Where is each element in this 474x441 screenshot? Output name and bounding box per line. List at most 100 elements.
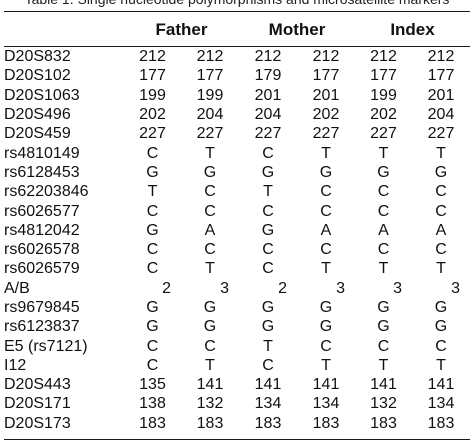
father-column-header: Father bbox=[155, 20, 208, 39]
allele-cell: C bbox=[204, 337, 216, 355]
allele-cell: T bbox=[321, 260, 331, 278]
table-row: rs6026577 C C C C C C bbox=[4, 201, 470, 220]
marker-name-cell: A/B bbox=[4, 279, 30, 297]
table-row: rs62203846 T C T C C C bbox=[4, 182, 470, 201]
marker-name-cell: rs6026577 bbox=[4, 202, 80, 220]
marker-name-cell: D20S173 bbox=[4, 414, 71, 432]
allele-cell: C bbox=[146, 202, 159, 220]
table-row: E5 (rs7121) C C T C C C bbox=[4, 336, 470, 355]
allele-cell: 199 bbox=[139, 86, 166, 104]
allele-cell: G bbox=[434, 299, 448, 316]
allele-cell: 212 bbox=[139, 48, 166, 66]
allele-cell: C bbox=[146, 144, 159, 162]
table-row: D20S832 212 212 212 212 212 212 bbox=[4, 47, 470, 66]
allele-cell: 132 bbox=[370, 395, 397, 413]
allele-cell: G bbox=[319, 318, 333, 336]
table-row: A/B 2 3 2 3 3 3 bbox=[4, 279, 470, 298]
allele-cell: 183 bbox=[254, 414, 282, 432]
allele-cell: 134 bbox=[312, 395, 340, 413]
allele-cell: 183 bbox=[312, 414, 340, 432]
table-row: D20S173 183 183 183 183 183 183 bbox=[4, 414, 470, 433]
allele-cell: C bbox=[435, 241, 447, 259]
allele-cell: T bbox=[147, 183, 158, 201]
marker-name-cell: I12 bbox=[4, 356, 27, 374]
allele-cell: 202 bbox=[370, 106, 397, 124]
allele-cell: 212 bbox=[427, 48, 455, 66]
table-row: rs4810149 C T C T T T bbox=[4, 143, 470, 162]
allele-cell: 177 bbox=[196, 67, 224, 85]
allele-cell: 177 bbox=[139, 67, 166, 85]
allele-cell: T bbox=[378, 356, 389, 374]
allele-cell: 132 bbox=[196, 395, 224, 413]
allele-cell: 141 bbox=[254, 376, 282, 394]
allele-cell: G bbox=[261, 318, 275, 336]
table-body: D20S832 212 212 212 212 212 212 D20S102 177 177 17… bbox=[4, 44, 470, 433]
allele-cell: C bbox=[262, 356, 274, 374]
allele-cell: C bbox=[377, 183, 390, 201]
allele-cell: A bbox=[320, 221, 332, 239]
allele-cell: C bbox=[262, 241, 274, 259]
allele-cell: 138 bbox=[139, 395, 166, 413]
allele-cell: 2 bbox=[278, 279, 287, 297]
allele-cell: G bbox=[203, 318, 217, 336]
allele-cell: C bbox=[377, 202, 390, 220]
allele-cell: 212 bbox=[312, 48, 340, 66]
allele-cell: 227 bbox=[196, 125, 224, 143]
allele-cell: 177 bbox=[370, 67, 397, 85]
allele-cell: 199 bbox=[196, 86, 224, 104]
allele-cell: 183 bbox=[196, 414, 224, 432]
allele-cell: 183 bbox=[427, 414, 455, 432]
allele-cell: G bbox=[319, 163, 333, 181]
allele-cell: G bbox=[434, 163, 448, 181]
table-row: D20S102 177 177 179 177 177 177 bbox=[4, 66, 470, 85]
mother-column-header: Mother bbox=[268, 20, 326, 39]
allele-cell: T bbox=[436, 260, 446, 278]
table-row: rs6128453 G G G G G G bbox=[4, 163, 470, 182]
allele-cell: T bbox=[321, 144, 331, 162]
marker-column-header bbox=[4, 16, 124, 44]
allele-cell: 183 bbox=[370, 414, 397, 432]
table-row: D20S459 227 227 227 227 227 227 bbox=[4, 124, 470, 143]
allele-cell: C bbox=[262, 144, 274, 162]
allele-cell: 204 bbox=[196, 106, 224, 124]
allele-cell: 201 bbox=[312, 86, 340, 104]
marker-name-cell: rs62203846 bbox=[4, 183, 89, 201]
allele-cell: 179 bbox=[254, 67, 282, 85]
allele-cell: T bbox=[321, 356, 331, 374]
marker-name-cell: D20S443 bbox=[4, 376, 71, 394]
allele-cell: C bbox=[262, 202, 274, 220]
allele-cell: G bbox=[261, 163, 275, 181]
allele-cell: C bbox=[435, 202, 447, 220]
allele-cell: G bbox=[146, 163, 159, 181]
allele-cell: C bbox=[320, 337, 332, 355]
allele-cell: 177 bbox=[427, 67, 455, 85]
allele-cell: 227 bbox=[312, 125, 340, 143]
allele-cell: G bbox=[261, 221, 275, 239]
allele-cell: 183 bbox=[139, 414, 166, 432]
marker-name-cell: D20S171 bbox=[4, 395, 71, 413]
allele-cell: 177 bbox=[312, 67, 340, 85]
allele-cell: 134 bbox=[427, 395, 455, 413]
allele-cell: 135 bbox=[139, 376, 166, 394]
marker-name-cell: rs6026579 bbox=[4, 260, 80, 278]
top-rule bbox=[4, 11, 470, 12]
allele-cell: 141 bbox=[196, 376, 224, 394]
allele-cell: 227 bbox=[370, 125, 397, 143]
marker-name-cell: rs6123837 bbox=[4, 318, 80, 336]
allele-cell: 201 bbox=[254, 86, 282, 104]
table-row: rs9679845 G G G G G G bbox=[4, 298, 470, 317]
table-caption: Table 1. Single nucleotide polymorphisms… bbox=[0, 0, 474, 8]
table-row: D20S443 135 141 141 141 141 141 bbox=[4, 375, 470, 394]
marker-name-cell: rs4812042 bbox=[4, 221, 80, 239]
allele-cell: T bbox=[436, 144, 446, 162]
allele-cell: 3 bbox=[393, 279, 403, 297]
allele-cell: C bbox=[320, 183, 332, 201]
allele-cell: C bbox=[435, 337, 447, 355]
allele-cell: 199 bbox=[370, 86, 397, 104]
table-row: D20S1063 199 199 201 201 199 201 bbox=[4, 86, 470, 105]
allele-cell: C bbox=[320, 241, 332, 259]
allele-cell: 2 bbox=[162, 279, 171, 297]
allele-cell: C bbox=[435, 183, 447, 201]
marker-name-cell: D20S102 bbox=[4, 67, 71, 85]
index-column-header: Index bbox=[390, 20, 435, 39]
